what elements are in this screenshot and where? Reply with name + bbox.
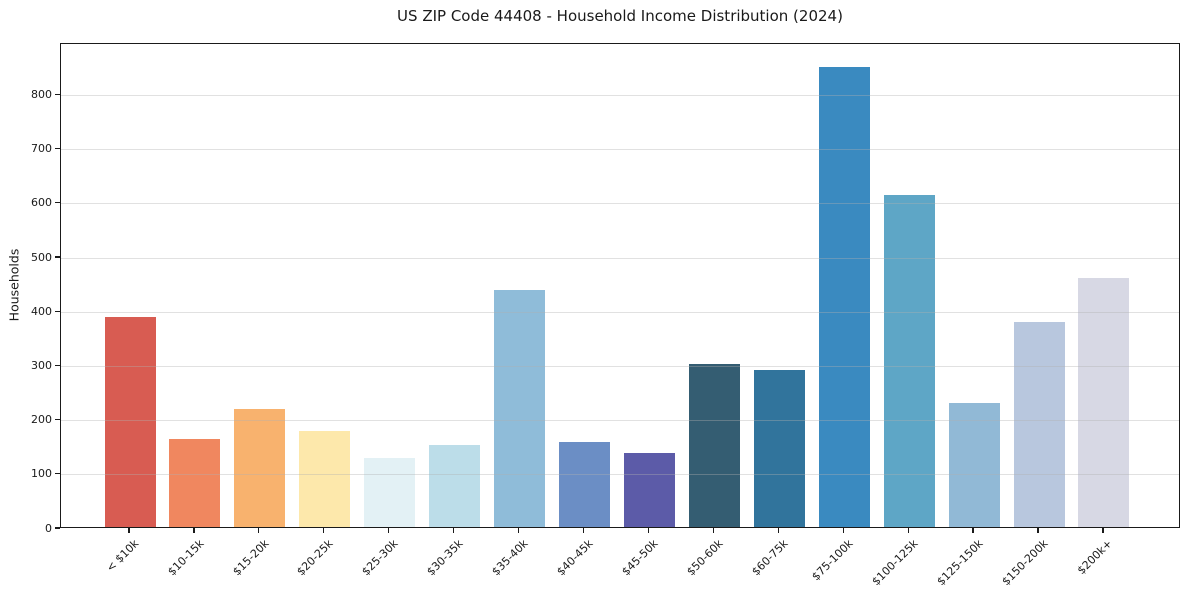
gridline bbox=[61, 311, 1179, 313]
y-tick-label: 400 bbox=[31, 304, 52, 318]
x-tick-label: $10-15k bbox=[164, 537, 207, 579]
y-tick-label: 0 bbox=[45, 521, 52, 535]
x-tick-label: $75-100k bbox=[809, 537, 856, 584]
y-tick-mark bbox=[55, 473, 60, 475]
x-tick-label: $25-30k bbox=[359, 537, 401, 579]
x-tick-label: $40-45k bbox=[554, 537, 596, 579]
x-tick-label: $50-60k bbox=[684, 537, 726, 579]
x-tick-label: $15-20k bbox=[229, 537, 272, 579]
bar bbox=[494, 289, 546, 527]
y-tick-label: 200 bbox=[31, 413, 52, 427]
y-tick-mark bbox=[55, 310, 60, 312]
gridline bbox=[61, 149, 1179, 151]
bar bbox=[623, 452, 675, 527]
y-tick-mark bbox=[55, 202, 60, 204]
bar bbox=[299, 430, 351, 527]
bar bbox=[364, 457, 416, 527]
bar bbox=[429, 444, 481, 527]
y-tick-label: 600 bbox=[31, 196, 52, 210]
bar bbox=[559, 442, 610, 527]
gridline bbox=[61, 365, 1179, 367]
x-tick-mark bbox=[582, 528, 585, 533]
x-tick-label: $30-35k bbox=[424, 537, 466, 579]
y-tick-label: 100 bbox=[31, 467, 52, 481]
x-tick-label: < $10k bbox=[103, 537, 142, 575]
x-tick-label: $20-25k bbox=[294, 537, 336, 579]
plot-area bbox=[60, 43, 1180, 528]
gridline bbox=[61, 94, 1179, 96]
x-tick-label: $125-150k bbox=[934, 537, 986, 589]
x-tick-mark bbox=[972, 528, 974, 533]
x-tick-mark bbox=[453, 528, 455, 533]
x-tick-mark bbox=[907, 528, 909, 533]
x-tick-label: $35-40k bbox=[489, 537, 531, 579]
x-tick-mark bbox=[842, 528, 844, 533]
x-tick-mark bbox=[193, 528, 195, 533]
x-tick-label: $200k+ bbox=[1075, 537, 1116, 578]
x-tick-mark bbox=[517, 528, 520, 533]
x-tick-label: $100-125k bbox=[869, 537, 921, 589]
x-tick-mark bbox=[128, 528, 130, 533]
bar bbox=[688, 363, 740, 527]
y-tick-mark bbox=[55, 93, 60, 96]
y-tick-mark bbox=[55, 527, 60, 529]
bar bbox=[1078, 278, 1130, 527]
y-tick-mark bbox=[55, 419, 60, 421]
bar bbox=[948, 403, 1000, 527]
x-tick-mark bbox=[777, 528, 779, 533]
bar bbox=[1013, 322, 1065, 527]
bar bbox=[753, 370, 805, 527]
y-tick-label: 800 bbox=[31, 87, 52, 101]
gridline bbox=[61, 257, 1179, 259]
chart-title: US ZIP Code 44408 - Household Income Dis… bbox=[397, 7, 843, 25]
x-tick-mark bbox=[1037, 528, 1039, 533]
bar bbox=[818, 66, 870, 527]
bar bbox=[883, 195, 935, 527]
x-tick-mark bbox=[1102, 528, 1104, 533]
bar bbox=[169, 439, 221, 527]
x-tick-label: $45-50k bbox=[619, 537, 661, 579]
y-tick-label: 500 bbox=[31, 250, 52, 264]
x-tick-mark bbox=[258, 528, 260, 533]
y-tick-mark bbox=[55, 364, 60, 367]
y-tick-mark bbox=[55, 256, 60, 258]
x-tick-label: $150-200k bbox=[999, 537, 1051, 589]
y-tick-label: 700 bbox=[31, 142, 52, 156]
gridline bbox=[61, 420, 1179, 422]
x-tick-mark bbox=[712, 528, 714, 533]
y-tick-mark bbox=[55, 148, 60, 150]
x-tick-label: $60-75k bbox=[749, 537, 791, 579]
y-tick-label: 300 bbox=[31, 358, 52, 372]
x-tick-mark bbox=[323, 528, 325, 533]
gridline bbox=[61, 203, 1179, 205]
bar bbox=[104, 316, 156, 527]
gridline bbox=[61, 474, 1179, 476]
bar bbox=[234, 408, 286, 527]
x-tick-mark bbox=[388, 528, 390, 533]
x-tick-mark bbox=[647, 528, 650, 533]
